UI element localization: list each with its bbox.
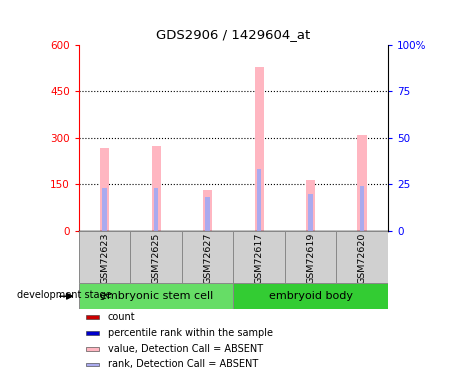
- Bar: [154, 188, 158, 231]
- Text: count: count: [108, 312, 135, 322]
- Bar: [86, 363, 98, 366]
- Bar: [254, 67, 264, 231]
- Text: percentile rank within the sample: percentile rank within the sample: [108, 328, 273, 338]
- Text: development stage: development stage: [17, 290, 112, 300]
- Text: GSM72619: GSM72619: [306, 232, 315, 284]
- Text: GSM72625: GSM72625: [152, 232, 161, 284]
- Bar: [79, 283, 234, 309]
- Text: GSM72617: GSM72617: [255, 232, 264, 284]
- Bar: [86, 331, 98, 335]
- Bar: [358, 135, 367, 231]
- Bar: [79, 231, 130, 283]
- Text: rank, Detection Call = ABSENT: rank, Detection Call = ABSENT: [108, 360, 258, 369]
- Bar: [285, 231, 336, 283]
- Bar: [182, 231, 234, 283]
- Bar: [102, 188, 107, 231]
- Title: GDS2906 / 1429604_at: GDS2906 / 1429604_at: [156, 28, 311, 41]
- Bar: [86, 347, 98, 351]
- Bar: [130, 231, 182, 283]
- Bar: [234, 231, 285, 283]
- Bar: [100, 148, 109, 231]
- Text: embryoid body: embryoid body: [269, 291, 353, 301]
- Text: GSM72623: GSM72623: [100, 232, 109, 284]
- Text: embryonic stem cell: embryonic stem cell: [100, 291, 213, 301]
- Bar: [360, 186, 364, 231]
- Text: GSM72620: GSM72620: [358, 232, 367, 284]
- Bar: [203, 190, 212, 231]
- Bar: [152, 147, 161, 231]
- Text: value, Detection Call = ABSENT: value, Detection Call = ABSENT: [108, 344, 263, 354]
- Bar: [306, 180, 315, 231]
- Bar: [257, 169, 262, 231]
- Bar: [234, 283, 388, 309]
- Bar: [205, 197, 210, 231]
- Bar: [86, 315, 98, 319]
- Text: GSM72627: GSM72627: [203, 232, 212, 284]
- Bar: [336, 231, 388, 283]
- Bar: [308, 194, 313, 231]
